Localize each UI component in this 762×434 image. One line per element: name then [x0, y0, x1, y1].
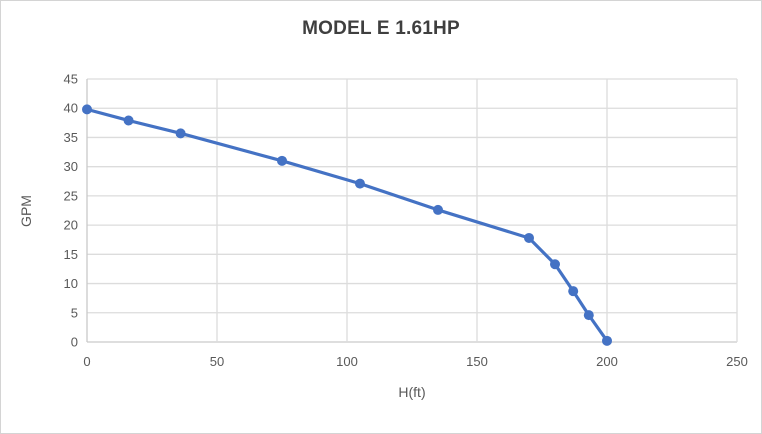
axis-tick-labels: 0 5 10 15 20 25 30 35 40 45 0 50 100 150 200 250: [64, 72, 748, 370]
y-tick-label: 15: [64, 247, 78, 262]
data-point-marker: [550, 259, 560, 270]
gridlines: [86, 78, 738, 343]
data-point-marker: [277, 155, 287, 166]
data-point-marker: [568, 286, 579, 297]
x-tick-label: 100: [336, 354, 358, 369]
data-point-marker: [123, 115, 134, 126]
chart-title: MODEL E 1.61HP: [302, 18, 460, 39]
y-tick-label: 0: [71, 335, 78, 350]
x-tick-label: 250: [726, 354, 748, 369]
data-series: [82, 104, 612, 346]
x-axis-title: H(ft): [398, 384, 425, 400]
y-tick-label: 25: [64, 188, 78, 203]
y-tick-label: 20: [64, 218, 78, 233]
x-tick-label: 150: [466, 354, 488, 369]
y-axis-title: GPM: [18, 195, 34, 227]
y-tick-label: 35: [64, 130, 78, 145]
data-point-marker: [583, 310, 594, 321]
data-point-marker: [433, 204, 443, 215]
data-point-marker: [175, 128, 186, 139]
y-tick-label: 10: [64, 276, 78, 291]
x-tick-label: 200: [596, 354, 618, 369]
data-point-marker: [82, 104, 92, 115]
data-point-marker: [602, 335, 612, 346]
y-tick-label: 40: [64, 101, 78, 116]
y-tick-label: 5: [71, 305, 78, 320]
y-tick-label: 30: [64, 159, 78, 174]
data-point-marker: [355, 178, 365, 189]
x-tick-label: 0: [83, 354, 90, 369]
x-tick-label: 50: [210, 354, 224, 369]
y-tick-label: 45: [64, 72, 78, 87]
data-point-marker: [524, 232, 534, 243]
